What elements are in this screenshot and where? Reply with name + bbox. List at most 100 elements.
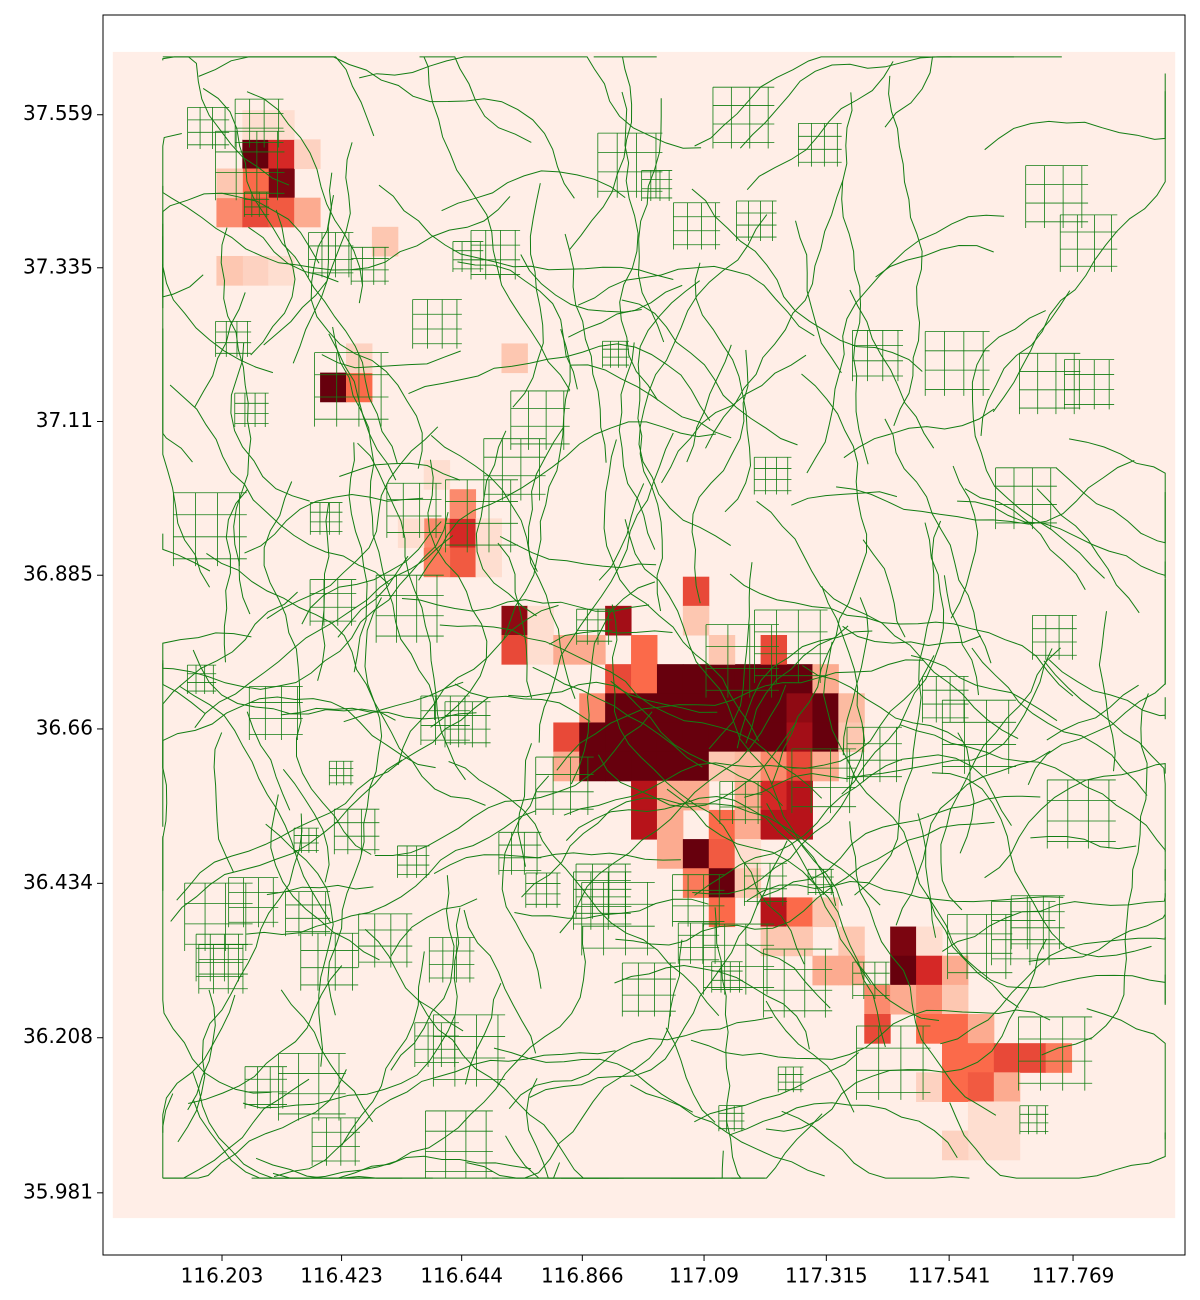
road-grid <box>308 232 354 278</box>
road <box>597 721 797 808</box>
heat-cell <box>682 664 710 694</box>
road <box>223 489 248 663</box>
road-grid <box>1018 1016 1093 1091</box>
road <box>746 880 1064 903</box>
road <box>441 170 626 212</box>
road <box>423 56 571 391</box>
road-grid <box>386 482 442 538</box>
road <box>926 894 1166 1005</box>
road <box>746 943 831 1009</box>
road <box>177 813 303 1143</box>
road <box>940 937 1166 1045</box>
heat-cell <box>553 751 580 782</box>
road <box>475 430 537 617</box>
heat-cell <box>268 255 295 286</box>
road-grid <box>215 320 252 357</box>
road <box>900 724 1166 881</box>
road <box>246 711 291 811</box>
heat-cell <box>760 664 788 694</box>
heat-cell <box>993 1043 1021 1073</box>
road <box>862 539 906 638</box>
road <box>823 641 1019 1008</box>
road <box>549 630 673 645</box>
road <box>272 926 586 1179</box>
heat-cell <box>501 343 528 374</box>
road <box>756 500 1019 740</box>
road-grid <box>444 701 491 748</box>
road-grid <box>807 868 834 896</box>
road <box>343 681 464 723</box>
road-grid <box>187 106 230 149</box>
road-grid <box>711 961 743 993</box>
road <box>317 502 330 681</box>
road <box>1027 579 1166 786</box>
road <box>246 810 536 936</box>
road <box>781 1110 970 1179</box>
axes: 116.203 116.423 116.644 116.866 117.09 117.31… <box>23 101 1114 1287</box>
road <box>341 951 425 1146</box>
road-grid <box>314 352 389 427</box>
road <box>1030 836 1137 850</box>
heat-cell <box>1019 1043 1047 1073</box>
road <box>690 1009 1051 1060</box>
road-grid <box>947 914 1013 980</box>
road <box>745 625 849 744</box>
road-grid <box>525 872 561 908</box>
road <box>187 989 216 1111</box>
road <box>624 519 843 906</box>
road <box>521 797 881 906</box>
road <box>694 262 752 513</box>
road-grid <box>703 923 775 995</box>
road <box>188 965 343 1104</box>
road <box>244 493 424 554</box>
road <box>176 696 489 901</box>
road <box>359 56 702 149</box>
road <box>520 254 642 313</box>
road <box>282 768 330 883</box>
road-grid <box>428 937 475 983</box>
road <box>736 630 873 749</box>
road <box>559 684 787 934</box>
road-grid <box>753 456 792 495</box>
road-grid <box>602 340 629 368</box>
road <box>1028 893 1166 1004</box>
road-grid <box>244 1066 287 1109</box>
road <box>765 1000 855 1113</box>
road <box>499 535 657 569</box>
road <box>464 982 502 1085</box>
road-grid <box>311 1117 360 1166</box>
road <box>686 344 732 463</box>
road <box>390 875 455 1071</box>
road <box>910 655 1058 722</box>
x-tick-label: 116.423 <box>300 1264 383 1288</box>
road-grid <box>1032 614 1077 660</box>
road <box>836 459 1135 525</box>
road-grid <box>535 756 594 815</box>
road-network <box>162 56 1166 1179</box>
heat-cell <box>942 1072 969 1102</box>
road-grid <box>1019 1105 1049 1135</box>
heat-cell <box>682 693 710 723</box>
road <box>1036 488 1140 614</box>
road-grid <box>754 609 828 684</box>
road <box>328 333 397 481</box>
road <box>332 326 436 721</box>
road-grid <box>498 831 542 875</box>
heat-cell <box>216 255 243 286</box>
heat-cell <box>942 984 969 1015</box>
road <box>255 1157 403 1179</box>
road-grid <box>621 962 676 1017</box>
road-grid <box>248 686 303 740</box>
road-grid <box>1025 165 1089 229</box>
road <box>512 183 544 408</box>
heat-cell <box>682 605 710 636</box>
heat-cell <box>993 1072 1021 1102</box>
road-grid <box>744 862 788 906</box>
heat-cell <box>967 1043 995 1073</box>
road-grid <box>483 438 546 501</box>
heat-cell <box>631 722 658 753</box>
heat-cell <box>916 984 943 1015</box>
road <box>614 964 810 1050</box>
road <box>501 775 550 989</box>
road <box>532 666 703 768</box>
